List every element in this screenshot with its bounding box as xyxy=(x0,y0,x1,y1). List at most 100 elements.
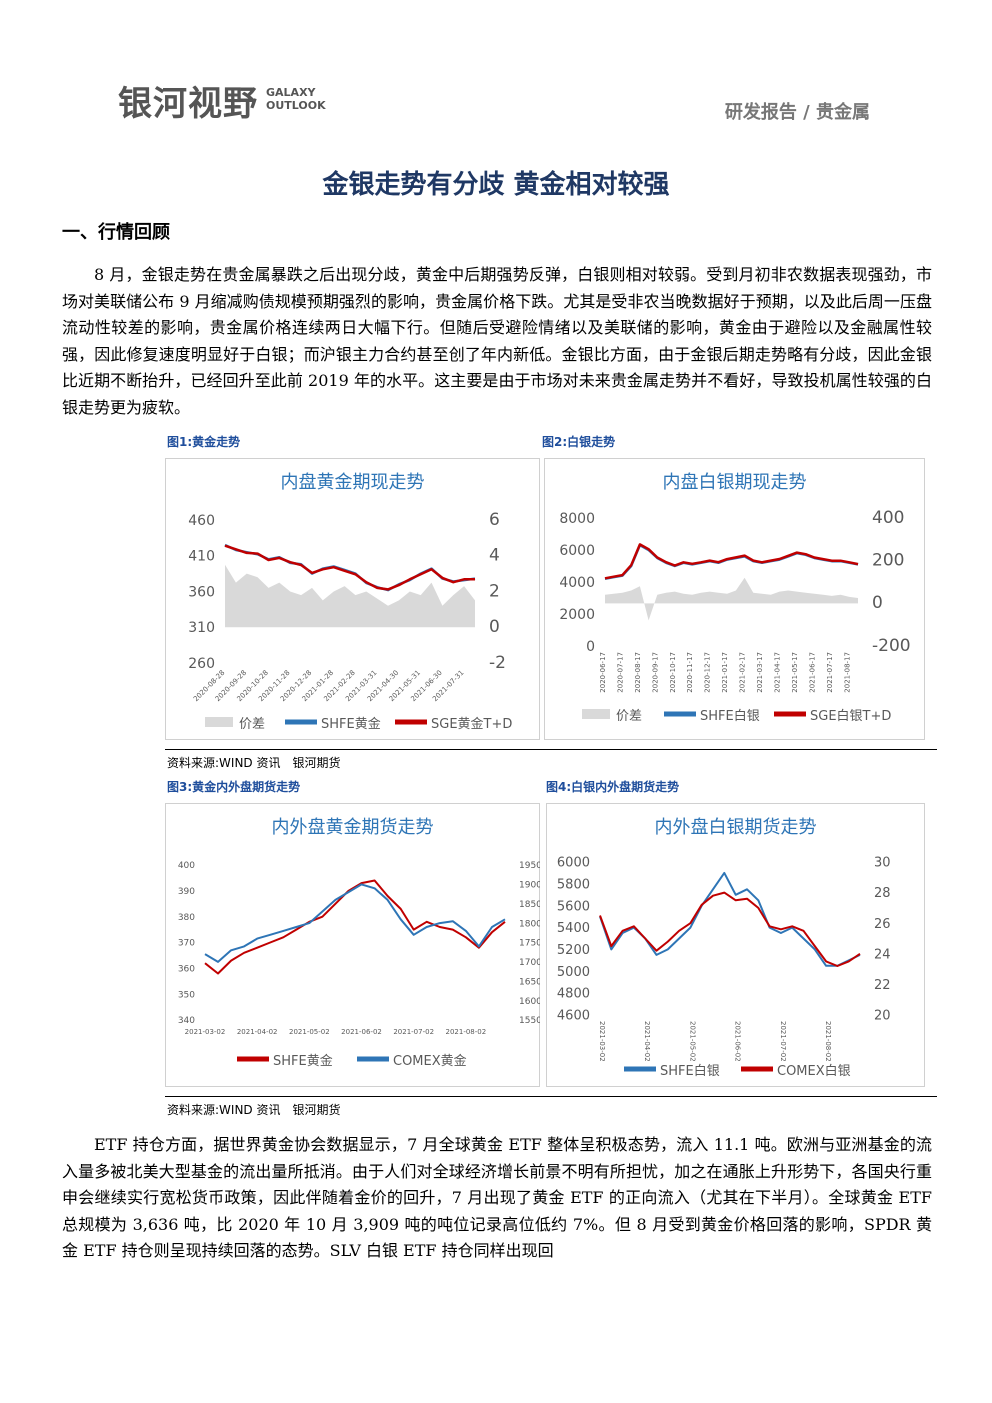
figure-caption: 图4:白银内外盘期货走势 xyxy=(546,780,680,794)
y-tick-label: 5400 xyxy=(557,921,590,936)
chart: 内外盘白银期货走势 4600 4800 5000 5200 5400 5600 5800 600… xyxy=(546,803,925,1087)
y2-tick-label: 28 xyxy=(874,886,891,901)
legend-label: 价差 xyxy=(239,717,265,732)
legend-label: SHFE黄金 xyxy=(321,716,381,732)
logo-en: GALAXY OUTLOOK xyxy=(266,86,326,112)
x-tick-label: 2021-05-02 xyxy=(289,1028,330,1036)
y-tick-label: 0 xyxy=(586,639,595,655)
line xyxy=(604,543,859,580)
chart: 内外盘黄金期货走势 340 350 360 370 380 390 400 1550 1600 16… xyxy=(165,803,540,1087)
legend-label: COMEX黄金 xyxy=(393,1053,467,1069)
y-tick-label: 4000 xyxy=(559,575,595,591)
x-tick-label: 2020-09-17 xyxy=(651,652,659,693)
y2-tick-label: 1900 xyxy=(519,881,540,891)
y2-tick-label: 1750 xyxy=(519,939,540,949)
figure-caption: 图2:白银走势 xyxy=(542,435,616,449)
y2-tick-label: 30 xyxy=(874,856,891,871)
legend-label: SGE白银T+D xyxy=(810,708,891,724)
x-tick-label: 2020-11-17 xyxy=(686,652,694,693)
y2-tick-label: 200 xyxy=(872,551,904,571)
x-tick-label: 2021-02-17 xyxy=(739,652,747,693)
x-tick-label: 2021-03-02 xyxy=(598,1021,606,1062)
chart-title: 内盘黄金期现走势 xyxy=(281,472,425,493)
source-note: 资料来源:WIND 资讯 银河期货 xyxy=(167,1103,341,1117)
y2-tick-label: 6 xyxy=(489,510,500,530)
y2-tick-label: 4 xyxy=(489,546,500,566)
chart-frame xyxy=(165,803,540,1087)
y2-tick-label: 2 xyxy=(489,581,500,601)
y-tick-label: 2000 xyxy=(559,607,595,623)
y-tick-label: 6000 xyxy=(559,543,595,559)
x-tick-label: 2021-07-02 xyxy=(393,1028,434,1036)
y-tick-label: 5200 xyxy=(557,943,590,958)
y-tick-label: 310 xyxy=(188,620,215,636)
y2-tick-label: 1700 xyxy=(519,958,540,968)
y-tick-label: 5000 xyxy=(557,965,590,980)
y2-tick-label: 1550 xyxy=(519,1016,540,1026)
y2-tick-label: 22 xyxy=(874,978,891,993)
y-tick-label: 4600 xyxy=(557,1009,590,1024)
x-tick-label: 2021-03-02 xyxy=(185,1028,226,1036)
y2-tick-label: 20 xyxy=(874,1009,891,1024)
legend-swatch xyxy=(205,717,233,727)
legend-label: COMEX白银 xyxy=(777,1063,851,1079)
x-tick-label: 2021-08-02 xyxy=(446,1028,487,1036)
y-tick-label: 460 xyxy=(188,513,215,529)
section-tag: 研发报告 / 贵金属 xyxy=(724,102,870,123)
legend-label: 价差 xyxy=(616,709,642,724)
y-tick-label: 360 xyxy=(178,964,195,974)
y2-tick-label: 0 xyxy=(872,593,883,613)
x-tick-label: 2021-08-02 xyxy=(824,1021,832,1062)
figure-caption: 图1:黄金走势 xyxy=(167,435,241,449)
y-tick-label: 360 xyxy=(188,584,215,600)
rule xyxy=(165,749,937,750)
legend-label: SHFE黄金 xyxy=(273,1053,333,1069)
x-tick-label: 2021-05-17 xyxy=(791,652,799,693)
x-tick-label: 2020-10-17 xyxy=(669,652,677,693)
y-tick-label: 4800 xyxy=(557,987,590,1002)
y2-tick-label: 400 xyxy=(872,508,904,528)
heading: 一、行情回顾 xyxy=(62,222,170,243)
x-tick-label: 2020-12-17 xyxy=(704,652,712,693)
y-tick-label: 340 xyxy=(178,1016,195,1026)
x-tick-label: 2021-06-17 xyxy=(808,652,816,693)
chart: 内盘白银期现走势 0 2000 4000 6000 8000 -200 0 200 400 2020… xyxy=(544,458,925,740)
paragraph: 8 月，金银走势在贵金属暴跌之后出现分歧，黄金中后期强势反弹，白银则相对较弱。受… xyxy=(62,265,932,417)
x-tick-label: 2020-08-17 xyxy=(634,652,642,693)
x-tick-label: 2021-05-02 xyxy=(688,1021,696,1062)
chart-title: 内外盘黄金期货走势 xyxy=(272,817,434,838)
rule xyxy=(165,1096,937,1097)
y-tick-label: 350 xyxy=(178,990,195,1000)
y-tick-label: 380 xyxy=(178,913,195,923)
legend-label: SHFE白银 xyxy=(700,708,760,724)
x-tick-label: 2021-01-17 xyxy=(721,652,729,693)
area xyxy=(225,564,475,628)
y2-tick-label: -200 xyxy=(872,636,911,656)
paragraph: ETF 持仓方面，据世界黄金协会数据显示，7 月全球黄金 ETF 整体呈积极态势… xyxy=(62,1135,932,1260)
x-tick-label: 2021-06-02 xyxy=(341,1028,382,1036)
logo: 银河视野 xyxy=(118,84,258,124)
x-tick-label: 2020-06-17 xyxy=(599,652,607,693)
chart: 内盘黄金期现走势260310360410460-202462020-08-282… xyxy=(165,458,540,740)
y2-tick-label: 24 xyxy=(874,947,891,962)
x-tick-label: 2021-04-17 xyxy=(773,652,781,693)
legend-label: SGE黄金T+D xyxy=(431,716,512,732)
y-tick-label: 390 xyxy=(178,887,195,897)
y2-tick-label: -2 xyxy=(489,653,506,673)
source-note: 资料来源:WIND 资讯 银河期货 xyxy=(167,756,341,770)
x-tick-label: 2021-06-02 xyxy=(734,1021,742,1062)
x-tick-label: 2021-08-17 xyxy=(843,652,851,693)
line xyxy=(224,544,475,591)
y-tick-label: 8000 xyxy=(559,511,595,527)
area xyxy=(605,577,858,621)
x-tick-label: 2021-03-17 xyxy=(756,652,764,693)
x-tick-label: 2021-04-02 xyxy=(237,1028,278,1036)
line xyxy=(599,891,861,967)
legend-swatch xyxy=(582,709,610,719)
y2-tick-label: 1950 xyxy=(519,861,540,871)
y-tick-label: 260 xyxy=(188,656,215,672)
y2-tick-label: 1800 xyxy=(519,919,540,929)
figure-caption: 图3:黄金内外盘期货走势 xyxy=(167,780,301,794)
y-tick-label: 410 xyxy=(188,549,215,565)
